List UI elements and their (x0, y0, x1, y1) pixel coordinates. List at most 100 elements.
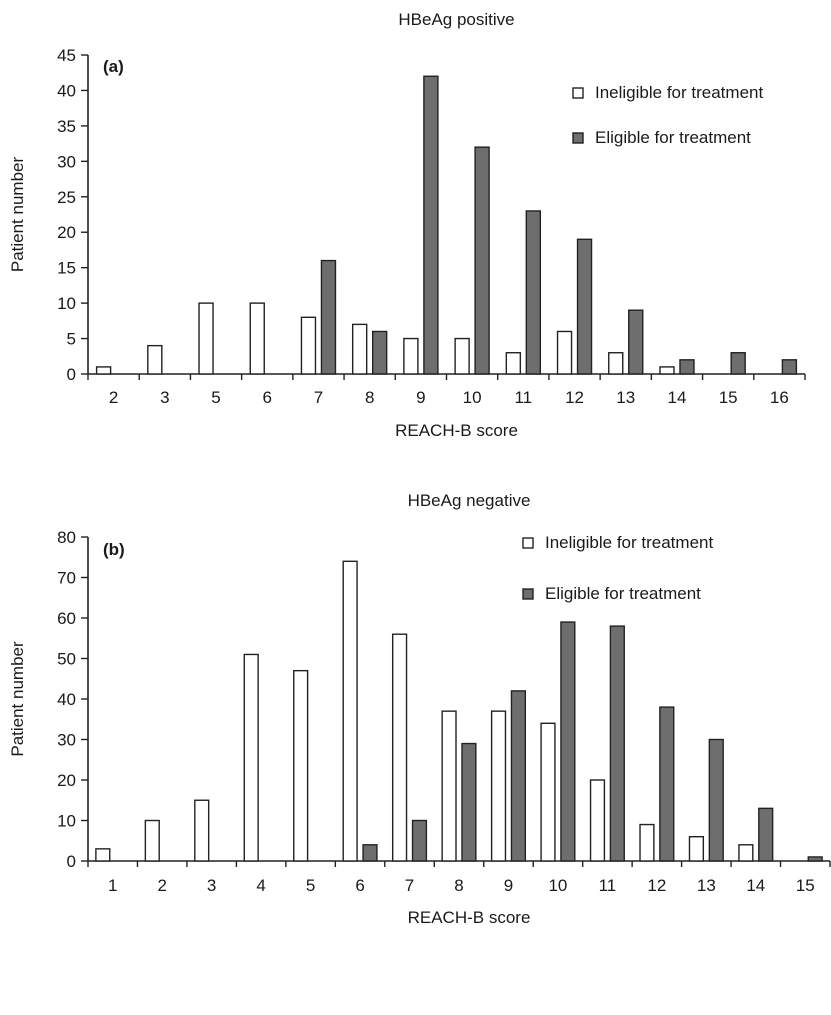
y-tick-label: 70 (57, 569, 76, 588)
y-tick-label: 20 (57, 771, 76, 790)
legend-label-eligible: Eligible for treatment (595, 128, 751, 147)
bar-ineligible (540, 722, 556, 862)
x-tick-label: 6 (263, 388, 272, 407)
bar-ineligible (403, 337, 419, 375)
bar-eligible (461, 742, 477, 862)
x-tick-label: 2 (157, 876, 166, 895)
bar-ineligible (95, 848, 111, 862)
y-tick-label: 25 (57, 188, 76, 207)
y-tick-label: 0 (67, 852, 76, 871)
bar-ineligible (198, 302, 214, 375)
x-tick-label: 10 (463, 388, 482, 407)
bar-ineligible (490, 710, 507, 862)
bar-eligible (560, 621, 576, 862)
bar-ineligible (589, 779, 606, 862)
y-axis-label: Patient number (8, 641, 27, 757)
legend-swatch-eligible (522, 588, 534, 600)
y-tick-label: 15 (57, 259, 76, 278)
bar-eligible (525, 210, 542, 375)
bar-ineligible (639, 823, 655, 862)
bar-ineligible (243, 653, 259, 862)
bar-ineligible (249, 302, 265, 375)
y-tick-label: 20 (57, 223, 76, 242)
x-tick-label: 9 (416, 388, 425, 407)
x-axis-label: REACH-B score (408, 908, 531, 927)
y-tick-label: 50 (57, 650, 76, 669)
y-axis-label: Patient number (8, 157, 27, 273)
y-tick-label: 0 (67, 365, 76, 384)
y-tick-label: 80 (57, 528, 76, 547)
bar-eligible (362, 844, 378, 862)
legend-label-ineligible: Ineligible for treatment (545, 533, 713, 552)
legend-label-eligible: Eligible for treatment (545, 584, 701, 603)
bar-eligible (609, 625, 625, 862)
x-tick-label: 13 (697, 876, 716, 895)
legend-label-ineligible: Ineligible for treatment (595, 83, 763, 102)
bar-eligible (474, 146, 490, 375)
x-tick-label: 3 (160, 388, 169, 407)
x-tick-label: 5 (211, 388, 220, 407)
bar-eligible (576, 238, 593, 375)
x-tick-label: 10 (548, 876, 567, 895)
x-tick-label: 15 (719, 388, 738, 407)
x-tick-label: 4 (256, 876, 265, 895)
x-tick-label: 8 (365, 388, 374, 407)
legend-swatch-ineligible (572, 87, 584, 99)
bar-eligible (371, 330, 388, 375)
y-tick-label: 10 (57, 812, 76, 831)
x-tick-label: 15 (796, 876, 815, 895)
bar-ineligible (144, 819, 160, 862)
x-tick-label: 12 (565, 388, 584, 407)
bar-ineligible (147, 344, 163, 375)
x-tick-label: 14 (746, 876, 765, 895)
y-tick-label: 60 (57, 609, 76, 628)
bar-eligible (320, 259, 337, 375)
panel-label: (a) (103, 57, 124, 76)
y-tick-label: 30 (57, 731, 76, 750)
x-tick-label: 6 (355, 876, 364, 895)
y-tick-label: 35 (57, 117, 76, 136)
y-tick-label: 30 (57, 152, 76, 171)
y-tick-label: 40 (57, 690, 76, 709)
bar-ineligible (300, 316, 317, 375)
chart-title: HBeAg positive (398, 10, 514, 29)
bar-eligible (807, 856, 823, 862)
bar-eligible (411, 819, 428, 862)
x-tick-label: 12 (647, 876, 666, 895)
x-tick-label: 5 (306, 876, 315, 895)
chart-title: HBeAg negative (408, 491, 531, 510)
x-tick-label: 1 (108, 876, 117, 895)
bar-ineligible (194, 799, 210, 862)
bar-eligible (628, 309, 644, 375)
legend-swatch-eligible (572, 132, 584, 144)
x-tick-label: 13 (616, 388, 635, 407)
chart-panel-a: HBeAg positive (a) Patient number REACH-B s… (8, 10, 806, 440)
bar-eligible (679, 359, 695, 375)
x-tick-label: 9 (504, 876, 513, 895)
legend-swatch-ineligible (522, 537, 534, 549)
bar-ineligible (351, 323, 368, 375)
bar-eligible (659, 706, 675, 862)
bar-ineligible (95, 366, 112, 375)
panel-label: (b) (103, 540, 125, 559)
bar-ineligible (391, 633, 408, 862)
bar-ineligible (659, 366, 675, 375)
y-tick-label: 40 (57, 81, 76, 100)
bar-ineligible (441, 710, 457, 862)
x-tick-label: 3 (207, 876, 216, 895)
bar-eligible (730, 352, 746, 375)
x-tick-label: 2 (109, 388, 118, 407)
x-tick-label: 7 (405, 876, 414, 895)
bar-ineligible (556, 330, 573, 375)
x-tick-label: 8 (454, 876, 463, 895)
bar-ineligible (688, 836, 705, 862)
bar-ineligible (454, 337, 470, 375)
bar-ineligible (738, 844, 754, 862)
bar-ineligible (608, 352, 624, 375)
bar-ineligible (505, 352, 522, 375)
bar-ineligible (293, 669, 309, 862)
y-tick-label: 10 (57, 294, 76, 313)
y-tick-label: 45 (57, 46, 76, 65)
bar-ineligible (342, 560, 358, 862)
